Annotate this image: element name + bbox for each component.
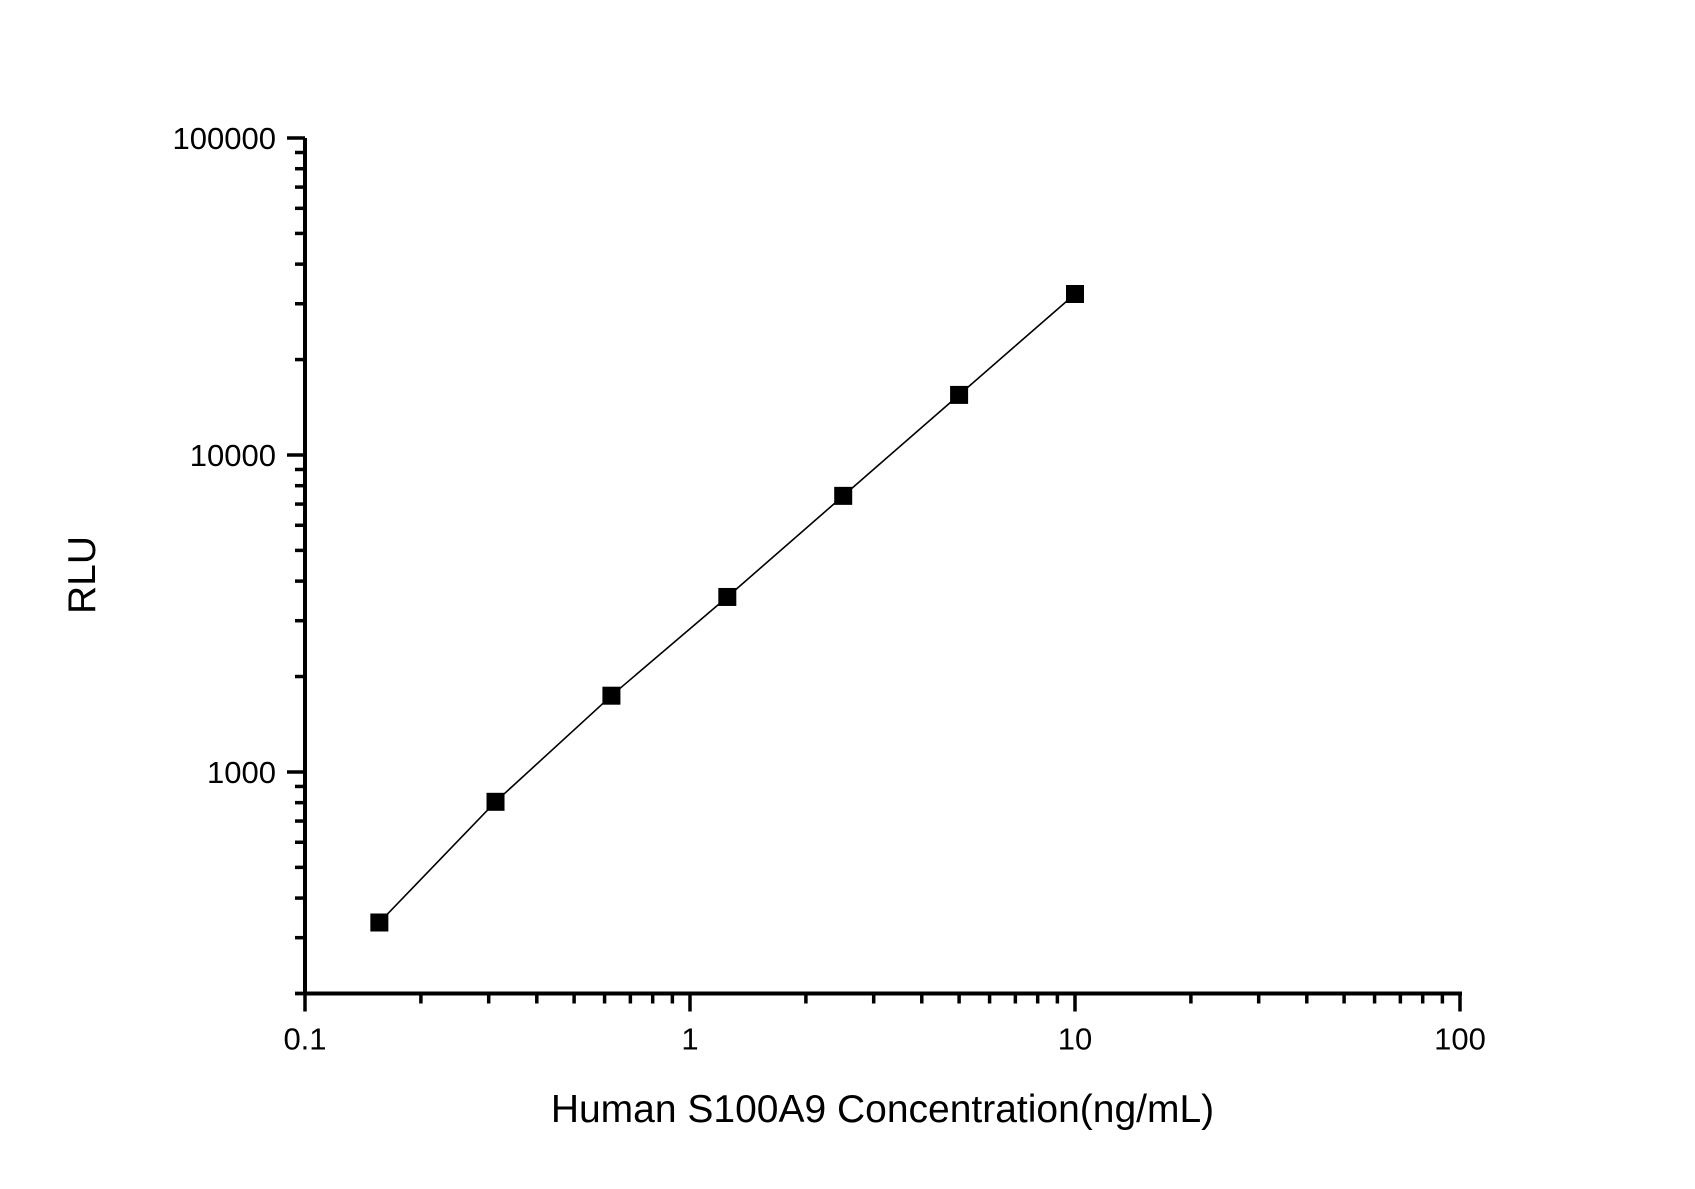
x-axis-tick-label: 0.1 [283, 1022, 326, 1057]
data-point-marker [834, 486, 853, 505]
y-axis-tick-label: 100000 [173, 121, 276, 156]
data-point-marker [602, 686, 621, 705]
data-point-marker [950, 385, 969, 404]
y-axis-tick-label: 10000 [190, 438, 276, 473]
data-point-marker [1066, 284, 1084, 303]
x-axis-tick-label: 1 [681, 1022, 698, 1057]
x-axis-title: Human S100A9 Concentration(ng/mL) [550, 1088, 1215, 1131]
x-axis-tick-label: 100 [1434, 1022, 1486, 1057]
y-axis-tick-label: 1000 [207, 755, 276, 790]
series-line [378, 293, 1076, 924]
x-axis-tick-label: 10 [1058, 1022, 1092, 1057]
y-axis-title: RLU [61, 535, 104, 615]
data-point-marker [370, 913, 389, 932]
data-point-marker [486, 792, 505, 811]
data-point-marker [718, 587, 737, 606]
